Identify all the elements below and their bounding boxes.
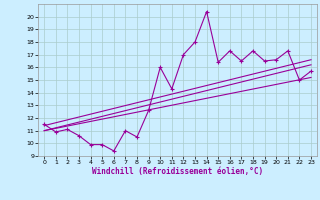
X-axis label: Windchill (Refroidissement éolien,°C): Windchill (Refroidissement éolien,°C) (92, 167, 263, 176)
